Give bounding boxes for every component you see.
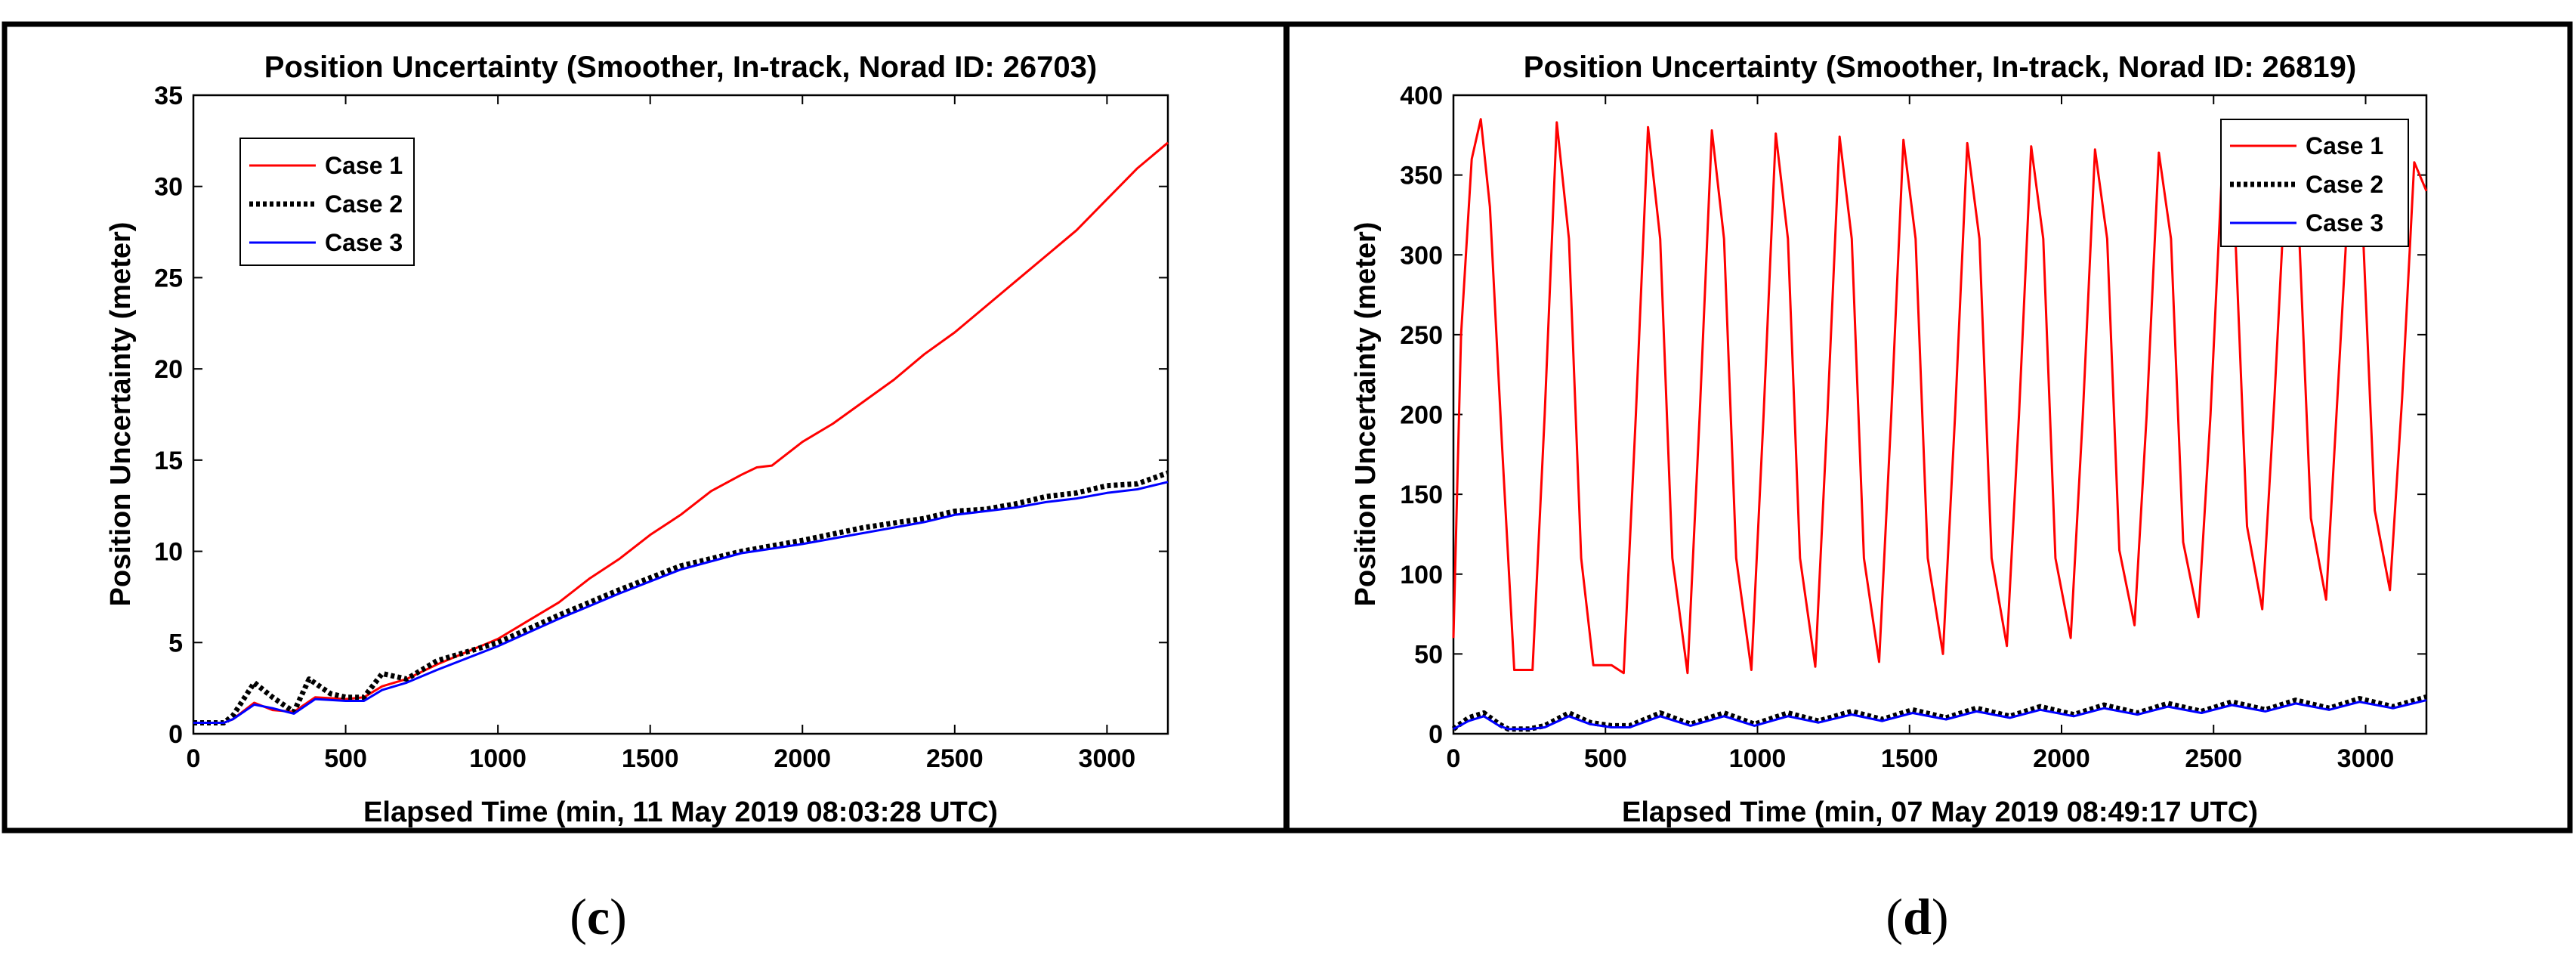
y-tick-label: 30 <box>154 173 183 202</box>
y-tick-label: 250 <box>1400 321 1443 350</box>
x-tick-label: 0 <box>187 744 201 773</box>
legend: Case 1 Case 2 Case 3 <box>239 138 415 266</box>
y-tick-labels: 0 5 10 15 20 25 30 35 <box>154 82 183 749</box>
y-tick-label: 150 <box>1400 481 1443 509</box>
series-line-case-1 <box>1452 118 2428 675</box>
y-tick-label: 400 <box>1400 82 1443 110</box>
legend: Case 1 Case 2 Case 3 <box>2220 119 2409 247</box>
x-tick-label: 500 <box>1584 744 1627 773</box>
chart-panel-d: Position Uncertainty (Smoother, In-track… <box>1350 51 2428 828</box>
y-tick-label: 100 <box>1400 561 1443 589</box>
y-tick-label: 35 <box>154 82 183 110</box>
x-tick-labels: 0 500 1000 1500 2000 2500 3000 <box>187 744 1136 773</box>
y-tick-label: 200 <box>1400 401 1443 430</box>
x-tick-labels: 0 500 1000 1500 2000 2500 3000 <box>1447 744 2395 773</box>
series-line-case-2 <box>193 470 1169 725</box>
series-line-case-3 <box>1453 699 2427 731</box>
y-tick-label: 15 <box>154 447 183 475</box>
y-axis-label: Position Uncertainty (meter) <box>1350 222 1382 607</box>
caption-open-paren: ( <box>570 888 587 945</box>
legend-label-case-1: Case 1 <box>325 152 403 179</box>
caption-letter: d <box>1903 888 1932 945</box>
x-axis-label: Elapsed Time (min, 07 May 2019 08:49:17 … <box>1622 796 2258 828</box>
panel-caption-c: (c) <box>570 888 627 945</box>
x-tick-label: 2500 <box>926 744 984 773</box>
x-axis-label: Elapsed Time (min, 11 May 2019 08:03:28 … <box>363 796 998 828</box>
panel-caption-d: (d) <box>1886 888 1948 945</box>
x-tick-label: 0 <box>1447 744 1461 773</box>
y-tick-label: 10 <box>154 538 183 567</box>
legend-label-case-2: Case 2 <box>2306 171 2383 198</box>
y-tick-label: 0 <box>1429 720 1443 749</box>
x-tick-label: 1000 <box>1729 744 1787 773</box>
legend-label-case-1: Case 1 <box>2306 132 2383 159</box>
series-layer <box>1451 118 2428 732</box>
legend-label-case-2: Case 2 <box>325 190 403 218</box>
x-tick-label: 2500 <box>2185 744 2242 773</box>
y-tick-label: 20 <box>154 355 183 384</box>
series-layer <box>193 141 1169 725</box>
y-tick-label: 300 <box>1400 241 1443 270</box>
x-tick-label: 1000 <box>469 744 527 773</box>
legend-label-case-3: Case 3 <box>2306 209 2383 237</box>
chart-panel-c: Position Uncertainty (Smoother, In-track… <box>105 51 1169 828</box>
x-tick-label: 500 <box>324 744 367 773</box>
series-line-case-3 <box>193 481 1169 724</box>
x-tick-label: 2000 <box>774 744 831 773</box>
caption-close-paren: ) <box>1932 888 1949 945</box>
chart-title: Position Uncertainty (Smoother, In-track… <box>1524 51 2356 84</box>
legend-box <box>239 138 415 266</box>
caption-close-paren: ) <box>610 888 627 945</box>
x-tick-label: 2000 <box>2033 744 2090 773</box>
y-tick-label: 350 <box>1400 162 1443 190</box>
legend-label-case-3: Case 3 <box>325 229 403 256</box>
x-tick-label: 1500 <box>622 744 679 773</box>
series-line-case-2 <box>1451 694 2427 732</box>
x-tick-label: 3000 <box>1079 744 1136 773</box>
tick-marks <box>193 94 1168 735</box>
series-line-case-1 <box>193 141 1169 724</box>
y-tick-labels: 0 50 100 150 200 250 300 350 400 <box>1400 82 1443 749</box>
x-tick-label: 3000 <box>2337 744 2395 773</box>
y-tick-label: 50 <box>1414 640 1443 669</box>
y-tick-label: 5 <box>168 629 183 657</box>
chart-title: Position Uncertainty (Smoother, In-track… <box>264 51 1097 84</box>
x-tick-label: 1500 <box>1881 744 1938 773</box>
y-tick-label: 25 <box>154 264 183 292</box>
y-tick-label: 0 <box>168 720 183 749</box>
caption-letter: c <box>587 888 610 945</box>
y-axis-label: Position Uncertainty (meter) <box>105 222 137 607</box>
caption-open-paren: ( <box>1886 888 1903 945</box>
